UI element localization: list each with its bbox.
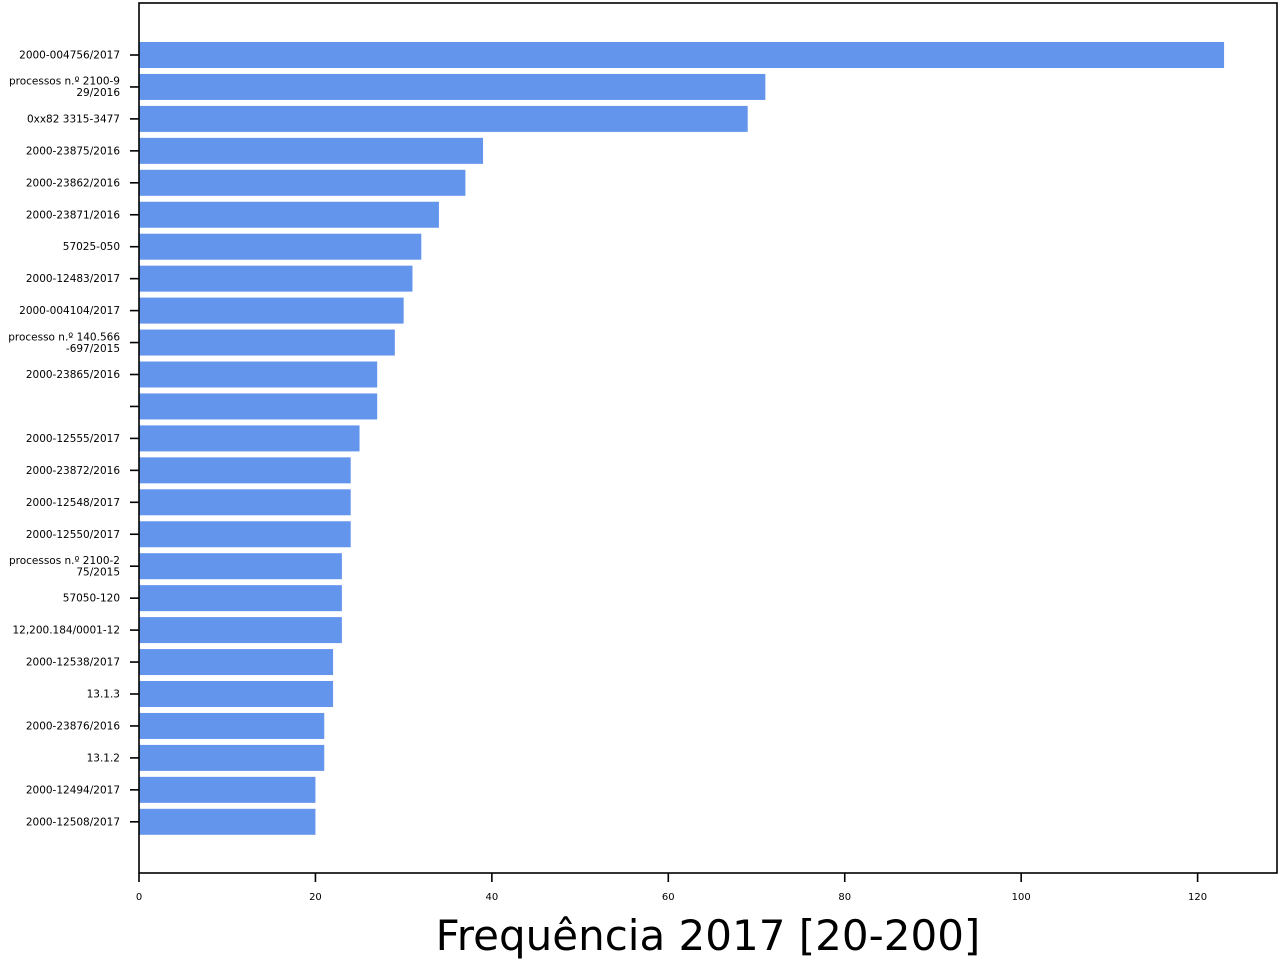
x-tick-label: 40 [486,892,499,903]
y-tick-label: 2000-12538/2017 [26,657,120,669]
y-tick-label: 0xx82 3315-3477 [27,113,120,125]
y-tick-label: 2000-23872/2016 [26,465,120,477]
plot-frame [138,2,1278,874]
y-tick-label: 2000-12555/2017 [26,433,120,445]
bar [139,712,325,739]
bar [139,808,316,835]
y-tick-label: 2000-12548/2017 [26,497,120,509]
bar [139,42,1225,68]
y-tick-label: 13.1.3 [87,689,120,701]
bar [139,105,748,132]
y-tick-label: 75/2015 [76,566,120,578]
y-tick-label: 2000-12494/2017 [26,784,120,796]
y-tick-label: processos n.º 2100-9 [9,76,120,88]
x-tick-label: 80 [838,892,851,903]
x-tick-label: 120 [1188,892,1207,903]
bar [139,137,484,164]
bar [139,233,422,260]
bars-group [139,42,1225,835]
y-tick-label: 29/2016 [76,87,120,99]
y-tick-label: 2000-23876/2016 [26,720,120,732]
bar [139,681,334,707]
y-tick-label: 2000-004104/2017 [19,305,120,317]
bar [139,744,325,771]
y-tick-label: 57050-120 [63,593,120,605]
y-tick-label: -697/2015 [66,343,120,355]
x-tick-label: 20 [309,892,322,903]
bar [139,585,342,612]
y-tick-label: 2000-23871/2016 [26,209,120,221]
bar [139,201,439,228]
bar [139,617,342,644]
y-tick-label: 57025-050 [63,241,120,253]
y-tick-label: 2000-23875/2016 [26,145,120,157]
y-tick-label: 2000-004756/2017 [19,50,120,62]
y-tick-label: 2000-12483/2017 [26,273,120,285]
x-tick-label: 100 [1012,892,1031,903]
bar [139,489,351,516]
x-tick-label: 60 [662,892,675,903]
y-tick-label: 13.1.2 [87,752,120,764]
y-tick-label: 2000-12508/2017 [26,816,120,828]
bar [139,649,334,676]
x-tick-label: 0 [136,892,142,903]
bar [139,521,351,548]
bar [139,393,378,420]
bar [139,329,395,356]
bar [139,169,466,196]
bar [139,73,766,100]
bar [139,297,404,324]
y-ticks-group: 2000-004756/2017 processos n.º 2100-929/2… [8,50,139,828]
y-tick-label: 2000-23862/2016 [26,177,120,189]
bar [139,361,378,388]
bar [139,776,316,803]
y-tick-label: processo n.º 140.566 [8,331,120,343]
y-tick-label: 2000-23865/2016 [26,369,120,381]
y-tick-label: 12,200.184/0001-12 [12,625,120,637]
y-tick-label: processos n.º 2100-2 [9,555,120,567]
bar [139,457,351,484]
y-tick-label: 2000-12550/2017 [26,529,120,541]
x-axis-label: Frequência 2017 [20-200] [436,911,981,960]
bar [139,425,360,452]
x-ticks-group: 0 20 40 60 80 100 120 [136,873,1207,903]
bar [139,553,342,580]
bar [139,265,413,292]
